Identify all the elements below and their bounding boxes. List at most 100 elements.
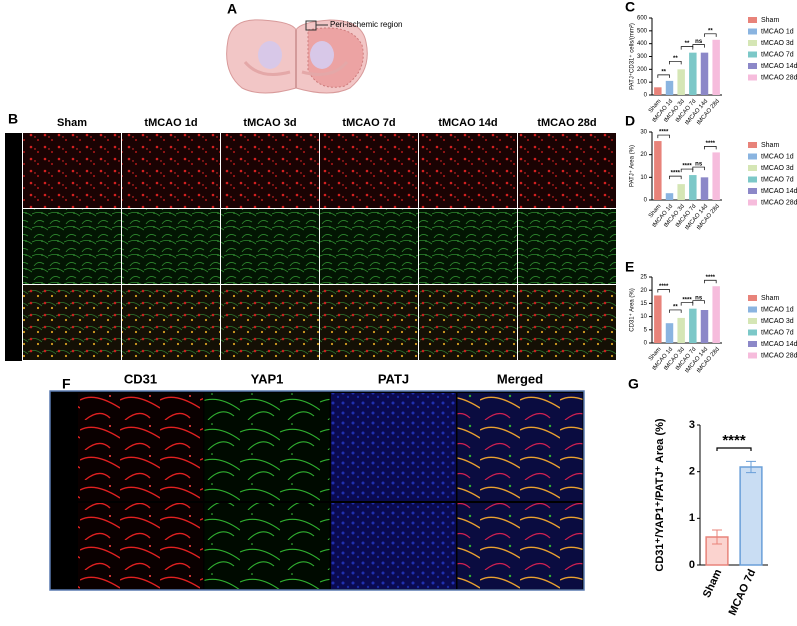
y-tick-label: 20 xyxy=(640,288,647,294)
row-label: MCAO 7d xyxy=(55,517,70,576)
y-tick-label: 400 xyxy=(637,41,648,47)
micrograph xyxy=(23,285,121,360)
y-tick-label: 30 xyxy=(640,130,647,136)
micrograph xyxy=(23,209,121,284)
significance-label: **** xyxy=(659,130,669,136)
legend-swatch xyxy=(748,295,757,301)
legend-label: tMCAO 1d xyxy=(761,306,794,313)
significance-label: **** xyxy=(682,164,692,170)
legend-swatch xyxy=(748,306,757,313)
y-tick-label: 25 xyxy=(640,275,647,281)
legend-swatch xyxy=(748,51,757,58)
micrograph xyxy=(122,285,220,360)
y-tick-label: 2 xyxy=(689,466,695,478)
y-tick-label: 600 xyxy=(637,16,648,22)
panel-label: C xyxy=(625,0,635,15)
micrograph xyxy=(419,209,517,284)
legend-swatch xyxy=(748,176,757,183)
legend-swatch xyxy=(748,352,757,359)
micrograph xyxy=(331,503,456,589)
legend-swatch xyxy=(748,28,757,35)
y-axis-label: CD31⁺/YAP1⁺/PATJ⁺ Area (%) xyxy=(654,418,666,571)
y-tick-label: 500 xyxy=(637,28,648,34)
micrograph xyxy=(518,133,616,208)
bar xyxy=(665,80,674,95)
bar xyxy=(654,87,662,95)
legend-swatch xyxy=(748,153,757,160)
y-tick-label: 1 xyxy=(689,512,695,524)
micrograph xyxy=(518,209,616,284)
panel-label: E xyxy=(625,259,634,275)
micrograph xyxy=(122,133,220,208)
legend-label: tMCAO 1d xyxy=(761,153,794,160)
column-header: tMCAO 3d xyxy=(243,117,296,129)
significance-bracket xyxy=(669,175,682,180)
legend-label: tMCAO 14d xyxy=(761,341,797,348)
micrograph xyxy=(122,209,220,284)
bar xyxy=(712,286,720,343)
legend-label: Sham xyxy=(761,295,779,302)
significance-label: **** xyxy=(722,432,746,449)
micrograph xyxy=(78,503,203,589)
error-bar xyxy=(712,529,722,545)
significance-bracket xyxy=(704,33,717,37)
legend-label: Sham xyxy=(761,17,779,24)
significance-bracket xyxy=(657,134,670,139)
column-header: CD31 xyxy=(124,371,157,386)
column-header: YAP1 xyxy=(251,371,284,386)
bar xyxy=(689,52,697,95)
significance-bracket xyxy=(716,447,752,451)
significance-label: **** xyxy=(706,275,716,281)
significance-bracket xyxy=(704,279,717,284)
legend-label: tMCAO 14d xyxy=(761,63,797,70)
column-header: tMCAO 28d xyxy=(537,117,596,129)
row-label: Merge xyxy=(9,307,20,337)
micrograph xyxy=(204,503,330,589)
legend-label: tMCAO 3d xyxy=(761,318,794,325)
panel-label: A xyxy=(227,1,237,17)
bar xyxy=(677,317,685,343)
significance-label: ns xyxy=(695,39,703,45)
micrograph xyxy=(331,393,456,501)
legend-label: tMCAO 7d xyxy=(761,329,794,336)
significance-bracket xyxy=(680,302,694,306)
significance-label: **** xyxy=(659,284,669,290)
micrograph xyxy=(320,133,418,208)
micrograph xyxy=(320,209,418,284)
bar xyxy=(700,310,709,343)
panel-label: B xyxy=(8,111,18,127)
legend-label: tMCAO 28d xyxy=(761,199,797,206)
legend-label: tMCAO 14d xyxy=(761,188,797,195)
significance-label: **** xyxy=(706,141,716,147)
significance-label: ns xyxy=(695,295,703,301)
row-label-strip xyxy=(5,133,22,361)
row-label: PATJ xyxy=(9,158,20,182)
legend-label: Sham xyxy=(761,142,779,149)
legend-swatch xyxy=(748,63,757,69)
y-tick-label: 100 xyxy=(637,80,648,86)
y-axis-label: CD31⁺ Area (%) xyxy=(629,288,636,332)
legend-label: tMCAO 28d xyxy=(761,352,797,359)
bar xyxy=(677,184,685,200)
x-tick-label: MCAO 7d xyxy=(727,567,759,617)
legend-label: tMCAO 1d xyxy=(761,28,794,35)
bar xyxy=(700,177,709,200)
annotation: Peri-ischemic region xyxy=(330,20,402,29)
micrograph xyxy=(221,285,319,360)
legend-swatch xyxy=(748,165,757,171)
legend-label: tMCAO 3d xyxy=(761,165,794,172)
micrograph xyxy=(78,393,203,501)
row-label: Sham xyxy=(55,429,70,464)
panel-label: G xyxy=(628,376,639,392)
micrograph xyxy=(518,285,616,360)
legend-label: tMCAO 7d xyxy=(761,176,794,183)
significance-bracket xyxy=(669,60,682,65)
significance-label: ** xyxy=(673,304,678,310)
micrograph xyxy=(320,285,418,360)
micrograph xyxy=(221,209,319,284)
y-axis-label: PATJ⁺CD31⁺ cells/(mm²) xyxy=(629,23,636,90)
bar xyxy=(700,52,709,95)
y-tick-label: 200 xyxy=(637,67,648,73)
legend-swatch xyxy=(748,199,757,206)
